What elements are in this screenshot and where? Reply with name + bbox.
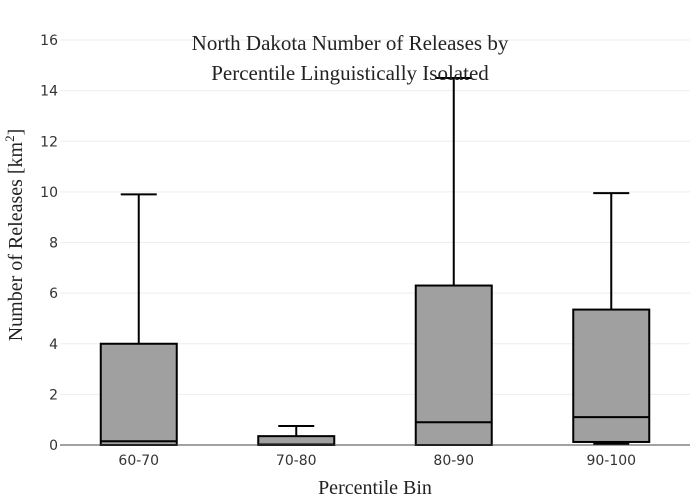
box-iqr bbox=[414, 284, 493, 446]
x-tick-label: 70-80 bbox=[276, 453, 317, 469]
y-tick-label: 8 bbox=[49, 236, 58, 252]
x-tick-label: 80-90 bbox=[433, 453, 474, 469]
x-tick-labels: 60-70 70-80 80-90 90-100 bbox=[118, 453, 636, 469]
y-tick-label: 14 bbox=[40, 84, 58, 100]
box-90-100 bbox=[572, 192, 651, 445]
box-80-90 bbox=[414, 76, 493, 446]
box-iqr bbox=[572, 308, 651, 443]
chart-title-line-1: North Dakota Number of Releases by bbox=[192, 31, 509, 55]
box-60-70 bbox=[99, 193, 178, 446]
box-series bbox=[99, 76, 651, 446]
y-axis-title-superscript: 2 bbox=[2, 135, 17, 142]
x-tick-label: 90-100 bbox=[586, 453, 636, 469]
box-70-80 bbox=[257, 425, 336, 446]
box-iqr bbox=[99, 342, 178, 446]
y-tick-label: 4 bbox=[49, 337, 58, 353]
y-tick-label: 2 bbox=[49, 387, 58, 403]
y-axis-title-end: ] bbox=[5, 129, 27, 136]
y-axis-title-main: Number of Releases [km bbox=[5, 141, 27, 341]
x-axis-title: Percentile Bin bbox=[318, 477, 432, 499]
x-tick-label: 60-70 bbox=[118, 453, 159, 469]
y-tick-label: 12 bbox=[40, 134, 58, 150]
chart-title-line-2: Percentile Linguistically Isolated bbox=[211, 61, 489, 85]
y-tick-label: 16 bbox=[40, 33, 58, 49]
y-tick-label: 6 bbox=[49, 286, 58, 302]
y-tick-label: 10 bbox=[40, 185, 58, 201]
y-tick-label: 0 bbox=[49, 438, 58, 454]
y-tick-labels: 0 2 4 6 8 10 12 14 16 bbox=[40, 33, 58, 454]
y-axis-title: Number of Releases [km2] bbox=[2, 129, 27, 342]
